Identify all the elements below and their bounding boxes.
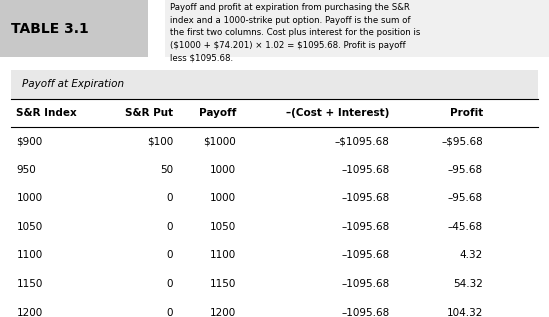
Text: 1100: 1100 bbox=[210, 250, 236, 261]
Text: 4.32: 4.32 bbox=[460, 250, 483, 261]
Text: –1095.68: –1095.68 bbox=[341, 307, 390, 317]
Text: Profit: Profit bbox=[450, 108, 483, 118]
Text: 1150: 1150 bbox=[210, 279, 236, 289]
Text: –1095.68: –1095.68 bbox=[341, 165, 390, 175]
Text: 0: 0 bbox=[166, 250, 173, 261]
Text: –1095.68: –1095.68 bbox=[341, 193, 390, 204]
Text: $100: $100 bbox=[147, 136, 173, 146]
Text: 1150: 1150 bbox=[16, 279, 43, 289]
Text: TABLE 3.1: TABLE 3.1 bbox=[11, 22, 89, 36]
FancyBboxPatch shape bbox=[0, 0, 148, 57]
Text: 1100: 1100 bbox=[16, 250, 43, 261]
Text: 0: 0 bbox=[166, 193, 173, 204]
Text: 0: 0 bbox=[166, 279, 173, 289]
Text: Payoff at Expiration: Payoff at Expiration bbox=[22, 80, 124, 89]
Text: 950: 950 bbox=[16, 165, 36, 175]
Text: –45.68: –45.68 bbox=[448, 222, 483, 232]
Text: 54.32: 54.32 bbox=[453, 279, 483, 289]
Text: –$95.68: –$95.68 bbox=[441, 136, 483, 146]
Text: 0: 0 bbox=[166, 222, 173, 232]
Text: 1000: 1000 bbox=[210, 165, 236, 175]
Text: –1095.68: –1095.68 bbox=[341, 222, 390, 232]
Text: Payoff and profit at expiration from purchasing the S&R
index and a 1000-strike : Payoff and profit at expiration from pur… bbox=[170, 3, 421, 62]
FancyBboxPatch shape bbox=[165, 0, 549, 57]
Text: S&R Put: S&R Put bbox=[125, 108, 173, 118]
Text: $900: $900 bbox=[16, 136, 43, 146]
Text: –1095.68: –1095.68 bbox=[341, 279, 390, 289]
Text: 1200: 1200 bbox=[210, 307, 236, 317]
Text: 0: 0 bbox=[166, 307, 173, 317]
Text: 104.32: 104.32 bbox=[447, 307, 483, 317]
Text: Payoff: Payoff bbox=[199, 108, 236, 118]
Text: –95.68: –95.68 bbox=[448, 165, 483, 175]
Text: –$1095.68: –$1095.68 bbox=[335, 136, 390, 146]
Text: –1095.68: –1095.68 bbox=[341, 250, 390, 261]
Text: 1200: 1200 bbox=[16, 307, 43, 317]
Text: 50: 50 bbox=[160, 165, 173, 175]
Text: 1000: 1000 bbox=[16, 193, 43, 204]
Text: $1000: $1000 bbox=[203, 136, 236, 146]
Text: 1000: 1000 bbox=[210, 193, 236, 204]
Text: S&R Index: S&R Index bbox=[16, 108, 77, 118]
FancyBboxPatch shape bbox=[11, 70, 538, 99]
Text: 1050: 1050 bbox=[16, 222, 43, 232]
Text: –(Cost + Interest): –(Cost + Interest) bbox=[287, 108, 390, 118]
Text: 1050: 1050 bbox=[210, 222, 236, 232]
Text: –95.68: –95.68 bbox=[448, 193, 483, 204]
